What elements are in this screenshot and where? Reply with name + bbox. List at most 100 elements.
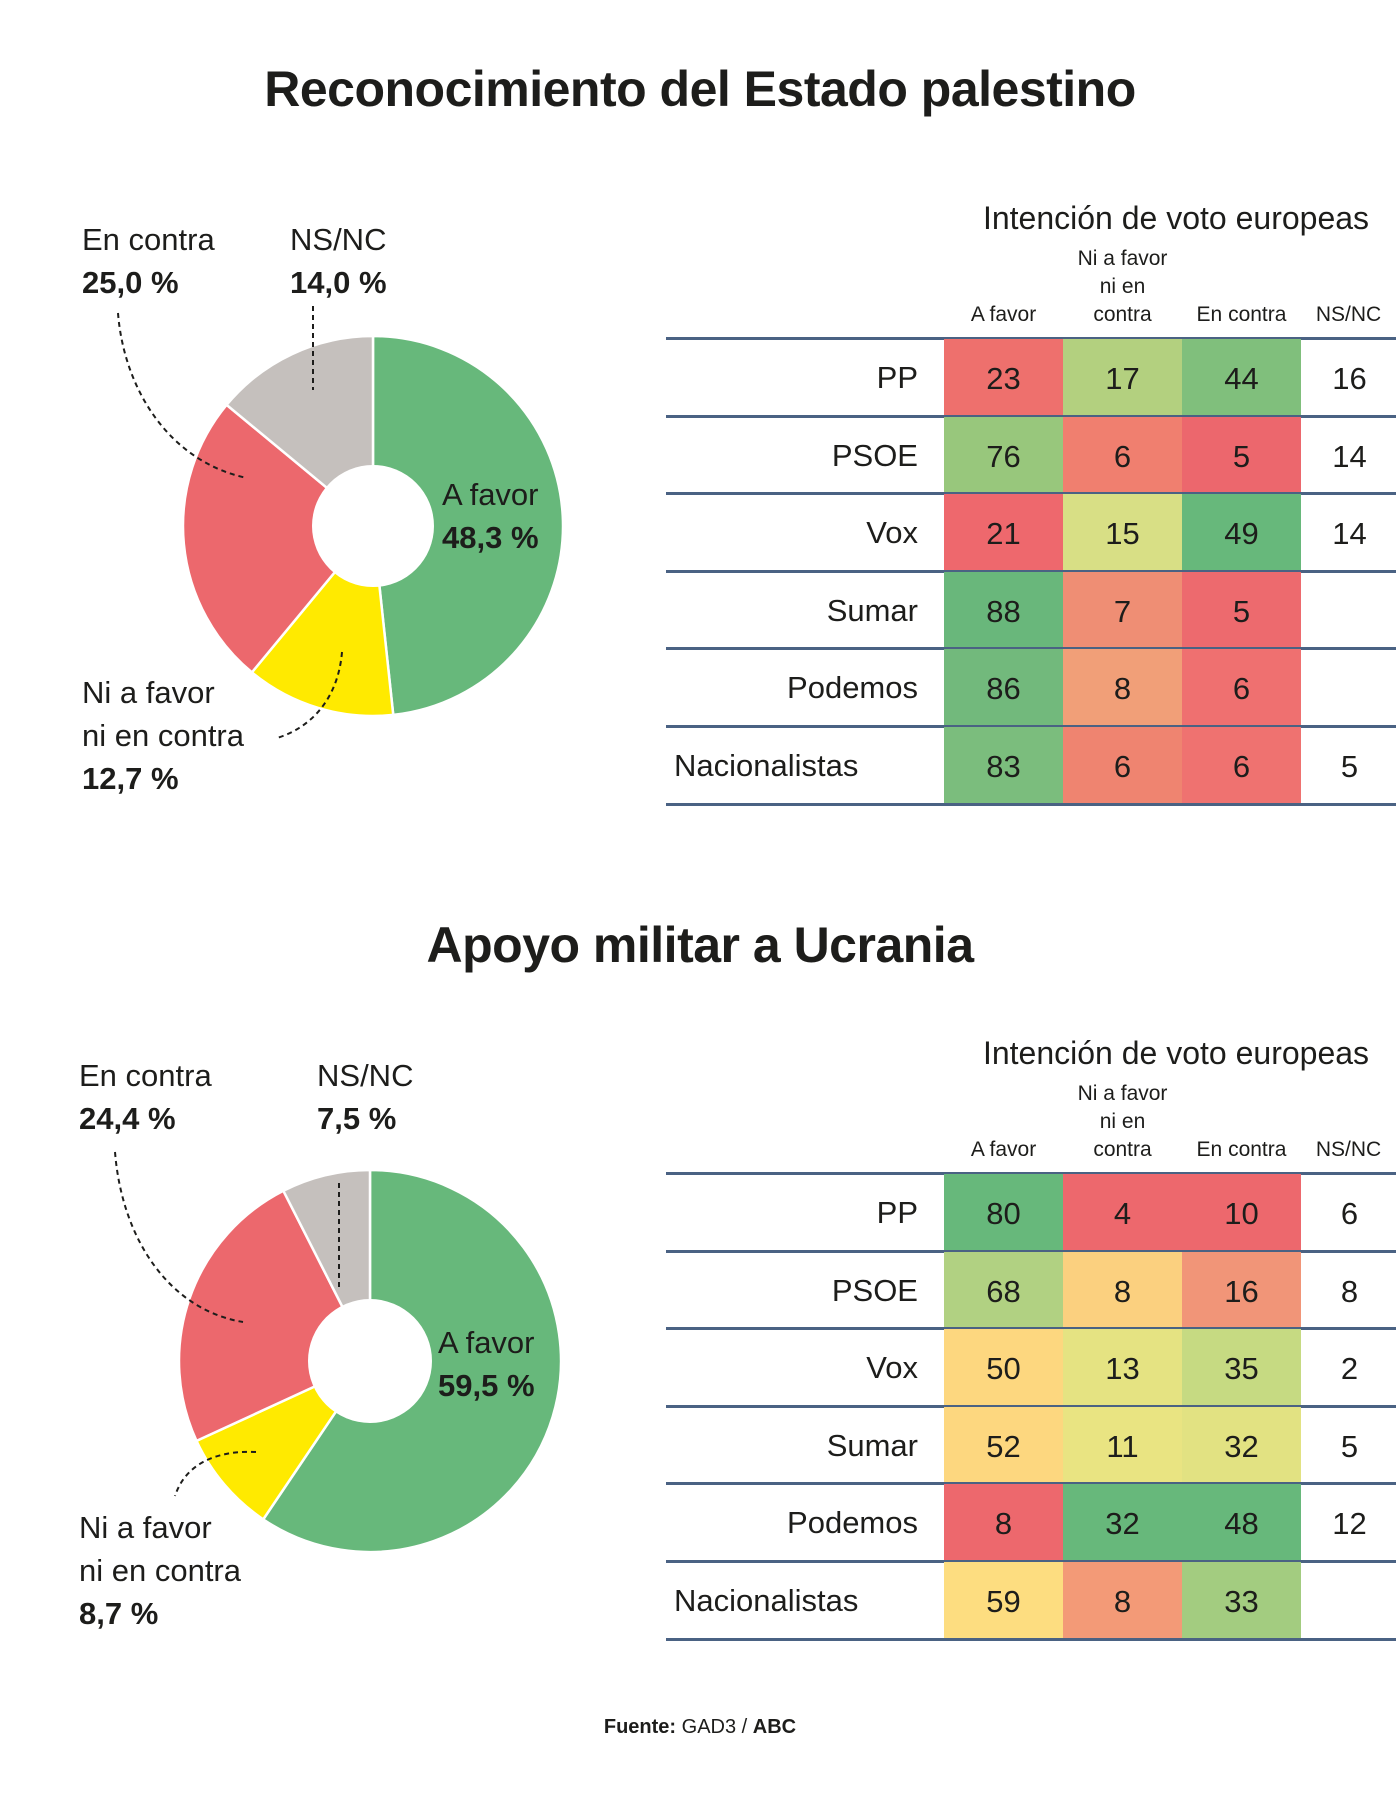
table-row: Podemos 86 8 6 [666,649,1396,728]
cell-nsnc: 12 [1332,1506,1367,1542]
cell-ni: 8 [1063,1251,1182,1330]
cell-nsnc: 14 [1332,516,1367,552]
label-a-favor: A favor 48,3 % [442,473,539,559]
col-head-ni-line2: ni en [1099,1110,1146,1133]
cell-a-favor: 59 [944,1562,1063,1640]
leader-line-en-contra [117,312,248,479]
table-divider [666,492,1396,496]
label-nsnc-value: 7,5 % [317,1101,397,1136]
cell-ni: 15 [1063,494,1182,573]
row-party-label: PSOE [831,1272,918,1308]
cell-nsnc: 8 [1340,1273,1359,1309]
cell-a-favor: 86 [944,649,1063,728]
row-party-label: Podemos [787,1505,918,1541]
cell-a-favor: 52 [944,1406,1063,1485]
section-title-ucrania: Apoyo militar a Ucrania [426,917,975,973]
cell-en-contra: 5 [1182,416,1301,495]
table-divider [666,1404,1396,1408]
col-head-a-favor: A favor [970,303,1037,326]
cell-ni: 8 [1063,1562,1182,1640]
section-title-palestina: Reconocimiento del Estado palestino [264,61,1136,117]
row-party-label: PP [876,360,918,395]
table-divider [666,569,1396,573]
row-party-label: PSOE [831,437,918,473]
source-name: GAD3 / [681,1716,748,1738]
table-row: PSOE 76 6 5 14 [666,416,1396,495]
row-party-label: Vox [866,515,918,551]
table-title: Intención de voto europeas [982,1035,1370,1071]
cell-nsnc [1303,1562,1396,1640]
label-en-contra-name: En contra [82,222,215,257]
cell-nsnc: 16 [1332,361,1367,396]
label-nsnc-name: NS/NC [290,222,387,257]
label-a-favor-value: 48,3 % [442,520,539,555]
table-row: Nacionalistas 59 8 33 [666,1562,1396,1640]
table-divider [666,1327,1396,1331]
label-ni-value: 12,7 % [82,761,179,796]
label-nsnc-value: 14,0 % [290,265,387,300]
cell-ni: 32 [1063,1484,1182,1563]
cell-ni: 17 [1063,339,1182,417]
table-row: Nacionalistas 83 6 6 5 [666,727,1396,805]
table-row: Vox 50 13 35 2 [666,1329,1396,1408]
table-divider [666,1249,1396,1253]
cell-ni: 6 [1063,416,1182,495]
label-ni-name-1: Ni a favor [79,1510,212,1545]
cell-a-favor: 76 [944,416,1063,495]
cell-a-favor: 23 [944,339,1063,417]
label-nsnc-name: NS/NC [317,1058,414,1093]
cell-en-contra: 44 [1182,339,1301,417]
label-nsnc: NS/NC 14,0 % [290,218,387,304]
label-a-favor-value: 59,5 % [438,1368,535,1403]
cell-a-favor: 88 [944,571,1063,650]
label-ni: Ni a favor ni en contra 8,7 % [79,1506,241,1635]
col-head-nsnc: NS/NC [1315,303,1382,326]
row-party-label: PP [876,1195,918,1230]
col-head-nsnc: NS/NC [1315,1138,1382,1161]
label-ni-name-2: ni en contra [82,718,244,753]
cell-en-contra: 5 [1182,571,1301,650]
cell-a-favor: 68 [944,1251,1063,1330]
row-party-label: Nacionalistas [674,1583,859,1618]
table-row: PP 80 4 10 6 [666,1174,1396,1252]
label-ni-name-1: Ni a favor [82,675,215,710]
table-divider [666,1560,1396,1563]
cell-nsnc: 14 [1332,438,1367,474]
table-divider [666,414,1396,418]
source-footer: Fuente: GAD3 / ABC [0,1716,1400,1739]
col-head-ni-line1: Ni a favor [1077,1082,1168,1105]
col-head-en-contra: En contra [1196,303,1287,326]
label-a-favor-name: A favor [438,1325,535,1360]
cell-en-contra: 6 [1182,649,1301,728]
label-nsnc: NS/NC 7,5 % [317,1054,413,1140]
label-ni-value: 8,7 % [79,1596,159,1631]
label-a-favor: A favor 59,5 % [438,1321,535,1407]
col-head-a-favor: A favor [970,1138,1037,1161]
label-ni: Ni a favor ni en contra 12,7 % [82,671,244,800]
cell-a-favor: 83 [944,727,1063,805]
cell-ni: 7 [1063,571,1182,650]
row-party-label: Sumar [826,592,918,628]
donut-hole [308,1299,432,1423]
table-divider [666,1482,1396,1486]
label-en-contra: En contra 25,0 % [82,218,215,304]
cell-a-favor: 80 [944,1174,1063,1252]
col-head-ni-line2: ni en [1099,275,1146,298]
col-head-ni-line1: Ni a favor [1077,247,1168,270]
table-row: Sumar 52 11 32 5 [666,1406,1396,1485]
col-head-en-contra: En contra [1196,1138,1287,1161]
row-party-label: Vox [866,1350,918,1386]
col-head-ni: Ni a favor ni en contra [1063,1080,1182,1164]
table-divider [666,337,1396,340]
table-divider [666,1637,1396,1641]
cell-ni: 13 [1063,1329,1182,1408]
table-row: Podemos 8 32 48 12 [666,1484,1396,1563]
cell-a-favor: 21 [944,494,1063,573]
table-row: PP 23 17 44 16 [666,339,1396,417]
source-outlet: ABC [752,1716,797,1738]
table-divider [666,802,1396,806]
cell-en-contra: 49 [1182,494,1301,573]
cell-en-contra: 33 [1182,1562,1301,1640]
